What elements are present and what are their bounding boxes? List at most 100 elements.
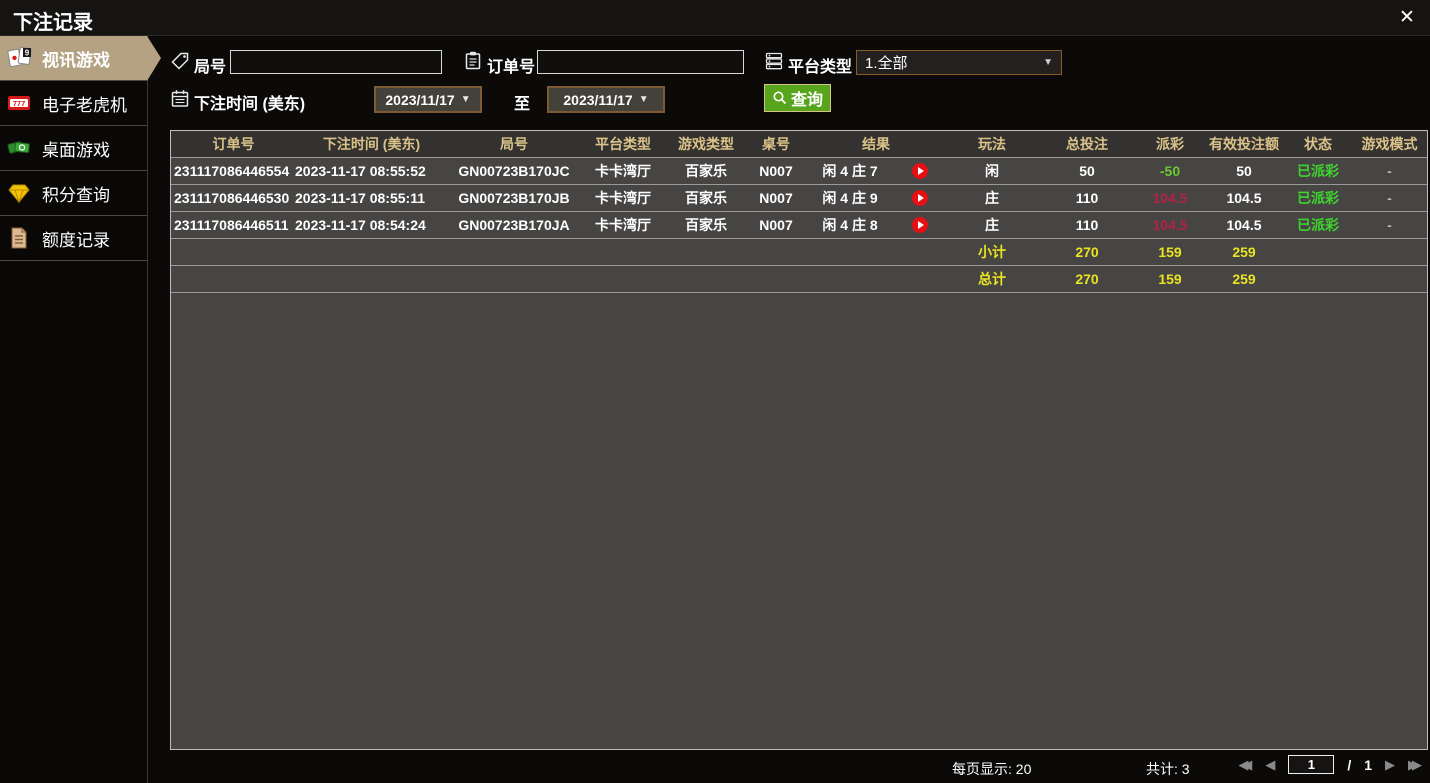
cell-game-mode: - (1387, 190, 1392, 206)
round-no-input[interactable] (230, 50, 442, 74)
first-page-icon[interactable]: ◀◀ (1238, 757, 1252, 772)
cell-status: 已派彩 (1297, 217, 1339, 233)
subtotal-label: 小计 (978, 244, 1006, 260)
cell-platform: 卡卡湾厅 (595, 163, 651, 179)
col-header: 订单号 (212, 136, 255, 152)
cell-payout: 104.5 (1152, 217, 1188, 233)
subtotal-payout: 159 (1158, 244, 1182, 260)
next-page-icon[interactable]: ▶ (1385, 757, 1395, 772)
chevron-down-icon: ▼ (1043, 57, 1053, 68)
cell-game-type: 百家乐 (685, 190, 727, 206)
total-row: 总计 270 159 259 (171, 266, 1427, 293)
cell-play: 庄 (985, 190, 999, 206)
cell-replay (894, 158, 946, 184)
sidebar: 9 视讯游戏 777 电子老虎机 桌面游戏 (0, 36, 161, 783)
table-row: 231117086446511 2023-11-17 08:54:24 GN00… (171, 212, 1427, 239)
cell-order-no: 231117086446554 (174, 163, 290, 179)
tag-icon (171, 52, 189, 70)
search-icon (773, 91, 787, 105)
platform-type-label: 平台类型 (788, 59, 853, 76)
cell-valid-bet: 104.5 (1226, 217, 1262, 233)
col-header: 派彩 (1156, 136, 1184, 152)
col-header: 总投注 (1066, 136, 1108, 152)
sidebar-item-video-games[interactable]: 9 视讯游戏 (0, 36, 161, 81)
slot-machine-icon: 777 (5, 89, 33, 117)
subtotal-total-bet: 270 (1075, 244, 1099, 260)
total-total-bet: 270 (1075, 271, 1099, 287)
col-header: 游戏模式 (1361, 136, 1418, 152)
server-icon (765, 52, 783, 70)
date-to-value: 2023/11/17 (563, 91, 633, 108)
cell-round-no: GN00723B170JA (458, 217, 570, 233)
date-to-picker[interactable]: 2023/11/17 ▼ (547, 86, 665, 113)
sidebar-item-label: 视讯游戏 (42, 50, 110, 70)
svg-text:777: 777 (13, 99, 26, 108)
platform-type-value: 1.全部 (865, 55, 908, 72)
last-page-icon[interactable]: ▶▶ (1408, 757, 1422, 772)
pager: ◀◀ ◀ / 1 ▶ ▶▶ (1238, 755, 1422, 774)
play-video-icon[interactable] (912, 190, 928, 206)
sidebar-item-table-games[interactable]: 桌面游戏 (0, 126, 147, 171)
cell-valid-bet: 50 (1236, 163, 1252, 179)
col-header: 局号 (500, 136, 528, 152)
cell-bet-time: 2023-11-17 08:55:52 (295, 163, 426, 179)
cell-play: 闲 (985, 163, 999, 179)
total-label: 总计 (978, 271, 1006, 287)
bet-records-table: 订单号 下注时间 (美东) 局号 平台类型 游戏类型 桌号 结果 玩法 总投注 … (170, 130, 1428, 750)
platform-type-select[interactable]: 1.全部 ▼ (856, 50, 1062, 75)
sidebar-item-label: 积分查询 (42, 185, 110, 205)
cell-round-no: GN00723B170JB (458, 190, 570, 206)
cell-game-mode: - (1387, 163, 1392, 179)
cell-replay (894, 212, 946, 238)
total-payout: 159 (1158, 271, 1182, 287)
order-no-label: 订单号 (487, 59, 536, 76)
page-separator: / (1347, 756, 1352, 773)
sidebar-item-label: 电子老虎机 (42, 95, 127, 115)
table-row: 231117086446554 2023-11-17 08:55:52 GN00… (171, 158, 1427, 185)
cell-round-no: GN00723B170JC (458, 163, 570, 179)
page-number-input[interactable] (1288, 755, 1335, 774)
sidebar-item-points[interactable]: 积分查询 (0, 171, 147, 216)
play-video-icon[interactable] (912, 217, 928, 233)
col-header: 桌号 (762, 136, 790, 152)
cell-total-bet: 50 (1079, 163, 1095, 179)
cell-replay (894, 185, 946, 211)
video-games-cards-icon: 9 (5, 44, 33, 72)
page-title: 下注记录 (13, 12, 93, 34)
cell-valid-bet: 104.5 (1226, 190, 1262, 206)
date-from-picker[interactable]: 2023/11/17 ▼ (374, 86, 482, 113)
cell-order-no: 231117086446530 (174, 190, 290, 206)
cell-result: 闲 4 庄 9 (822, 190, 878, 206)
credit-records-icon (5, 224, 33, 252)
sidebar-item-slots[interactable]: 777 电子老虎机 (0, 81, 147, 126)
cell-bet-time: 2023-11-17 08:54:24 (295, 217, 426, 233)
search-button-label: 查询 (791, 92, 824, 109)
order-no-input[interactable] (537, 50, 744, 74)
col-header: 玩法 (978, 136, 1006, 152)
prev-page-icon[interactable]: ◀ (1265, 757, 1276, 772)
cell-game-type: 百家乐 (685, 217, 727, 233)
table-empty-area (171, 293, 1427, 749)
search-button[interactable]: 查询 (764, 84, 832, 112)
cell-platform: 卡卡湾厅 (595, 190, 651, 206)
cell-game-type: 百家乐 (685, 163, 727, 179)
cell-game-mode: - (1387, 217, 1392, 233)
close-icon[interactable]: ✕ (1399, 7, 1415, 28)
sidebar-item-credit-records[interactable]: 额度记录 (0, 216, 147, 261)
col-header: 下注时间 (美东) (322, 136, 421, 152)
cell-table-no: N007 (759, 217, 793, 233)
play-video-icon[interactable] (912, 163, 928, 179)
cell-status: 已派彩 (1297, 190, 1339, 206)
col-header: 游戏类型 (678, 136, 734, 152)
cell-platform: 卡卡湾厅 (595, 217, 651, 233)
per-page-label: 每页显示: 20 (952, 761, 1032, 777)
subtotal-valid-bet: 259 (1232, 244, 1256, 260)
cell-payout: 104.5 (1152, 190, 1188, 206)
clipboard-icon (465, 51, 481, 70)
cell-play: 庄 (985, 217, 999, 233)
table-row: 231117086446530 2023-11-17 08:55:11 GN00… (171, 185, 1427, 212)
round-no-label: 局号 (194, 59, 227, 76)
cell-table-no: N007 (759, 190, 793, 206)
chevron-down-icon: ▼ (638, 94, 649, 105)
